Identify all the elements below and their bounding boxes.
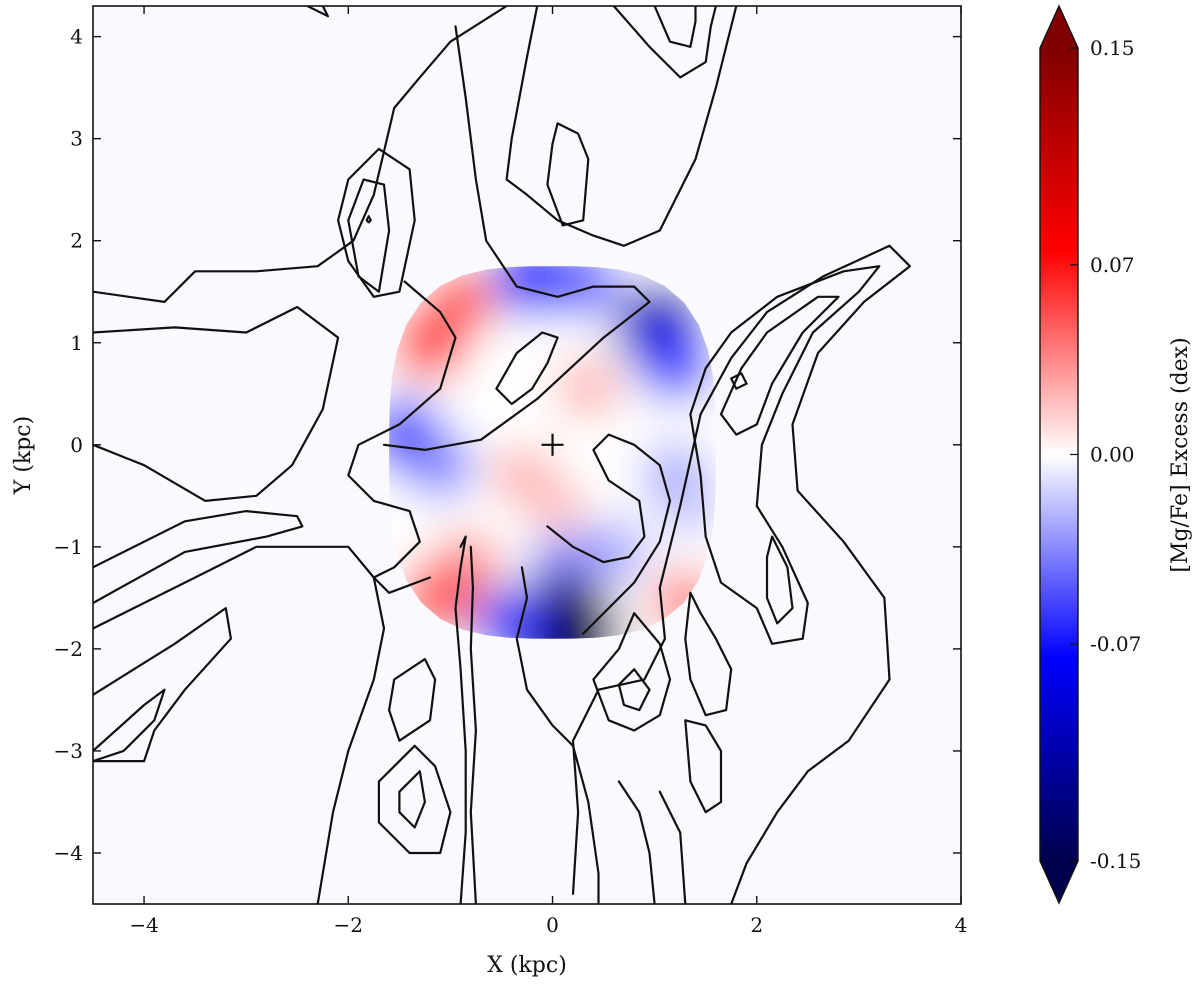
colorbar: 0.15 0.07 0.00 -0.07 -0.15 [Mg/Fe] Excess (d…: [1039, 4, 1193, 905]
density-contours: [93, 6, 911, 904]
contour-line: [382, 25, 651, 451]
contour-line: [515, 566, 600, 904]
contour-line: [658, 790, 687, 904]
x-tick-label: −2: [334, 913, 363, 937]
contour-line: [495, 331, 559, 406]
y-tick-label: −2: [54, 637, 83, 661]
center-marker: [541, 433, 564, 456]
colorbar-label: [Mg/Fe] Excess (dex): [1168, 337, 1193, 572]
colorbar-extend-max: [1040, 6, 1078, 48]
contour-line: [765, 535, 794, 625]
excess-feature: [432, 534, 499, 601]
contour-line: [398, 770, 426, 829]
contour-line: [454, 535, 467, 904]
contour-line: [93, 607, 232, 763]
x-tick-label: −4: [129, 913, 158, 937]
contour-line: [546, 122, 590, 227]
contour-line: [546, 433, 672, 635]
contour-line: [689, 265, 881, 645]
y-tick-label: −1: [54, 535, 83, 559]
colorbar-ticks: 0.15 0.07 0.00 -0.07 -0.15: [1070, 36, 1141, 873]
y-axis: −4 −3 −2 −1 0 1 2 3 4: [54, 25, 961, 865]
contour-line: [306, 6, 329, 18]
excess-feature: [661, 477, 716, 535]
excess-feature: [474, 586, 549, 639]
contour-line: [347, 280, 457, 594]
colorbar-tick-label: 0.00: [1090, 443, 1135, 467]
x-tick-label: 2: [750, 913, 763, 937]
contour-line: [592, 612, 672, 732]
contour-line: [617, 780, 656, 904]
colorbar-tick-label: 0.15: [1090, 36, 1135, 60]
y-tick-label: 2: [70, 229, 83, 253]
contour-line: [653, 6, 697, 48]
excess-feature: [558, 359, 618, 419]
colorbar-extend-min: [1040, 861, 1078, 903]
y-tick-label: −3: [54, 739, 83, 763]
contour-line: [469, 545, 477, 904]
y-tick-label: 1: [70, 331, 83, 355]
contour-line: [617, 668, 651, 712]
excess-feature: [637, 325, 713, 401]
contour-line: [612, 6, 717, 79]
contour-line: [388, 658, 437, 742]
contour-line: [93, 688, 166, 763]
y-tick-label: 0: [70, 433, 83, 457]
y-tick-label: 3: [70, 127, 83, 151]
colorbar-tick-label: 0.07: [1090, 253, 1135, 277]
y-axis-label: Y (kpc): [11, 416, 36, 495]
excess-feature: [583, 521, 645, 583]
contour-line: [365, 215, 372, 224]
x-tick-label: 4: [955, 913, 968, 937]
contour-line: [730, 372, 748, 390]
x-tick-label: 0: [546, 913, 559, 937]
contour-line: [93, 305, 340, 502]
contour-line: [684, 719, 723, 814]
plot-area: −4 −2 0 2 4 −4 −3 −2 −1 0 1 2 3 4 X (kpc) Y (kpc): [11, 5, 967, 978]
contour-line: [93, 510, 304, 605]
contour-line: [93, 6, 508, 303]
y-tick-label: −4: [54, 841, 83, 865]
contour-line: [571, 244, 911, 904]
excess-feature: [529, 477, 587, 535]
contour-line: [505, 6, 738, 247]
plot-frame: [92, 5, 962, 905]
excess-feature: [548, 266, 619, 317]
x-axis: −4 −2 0 2 4: [129, 6, 967, 937]
contour-line: [347, 178, 391, 293]
contour-line: [684, 591, 733, 717]
y-tick-label: 4: [70, 25, 83, 49]
x-axis-label: X (kpc): [487, 953, 567, 978]
colorbar-tick-label: -0.07: [1090, 632, 1141, 656]
colorbar-tick-label: -0.15: [1090, 849, 1141, 873]
contour-line: [719, 295, 840, 436]
contour-line: [377, 744, 452, 855]
